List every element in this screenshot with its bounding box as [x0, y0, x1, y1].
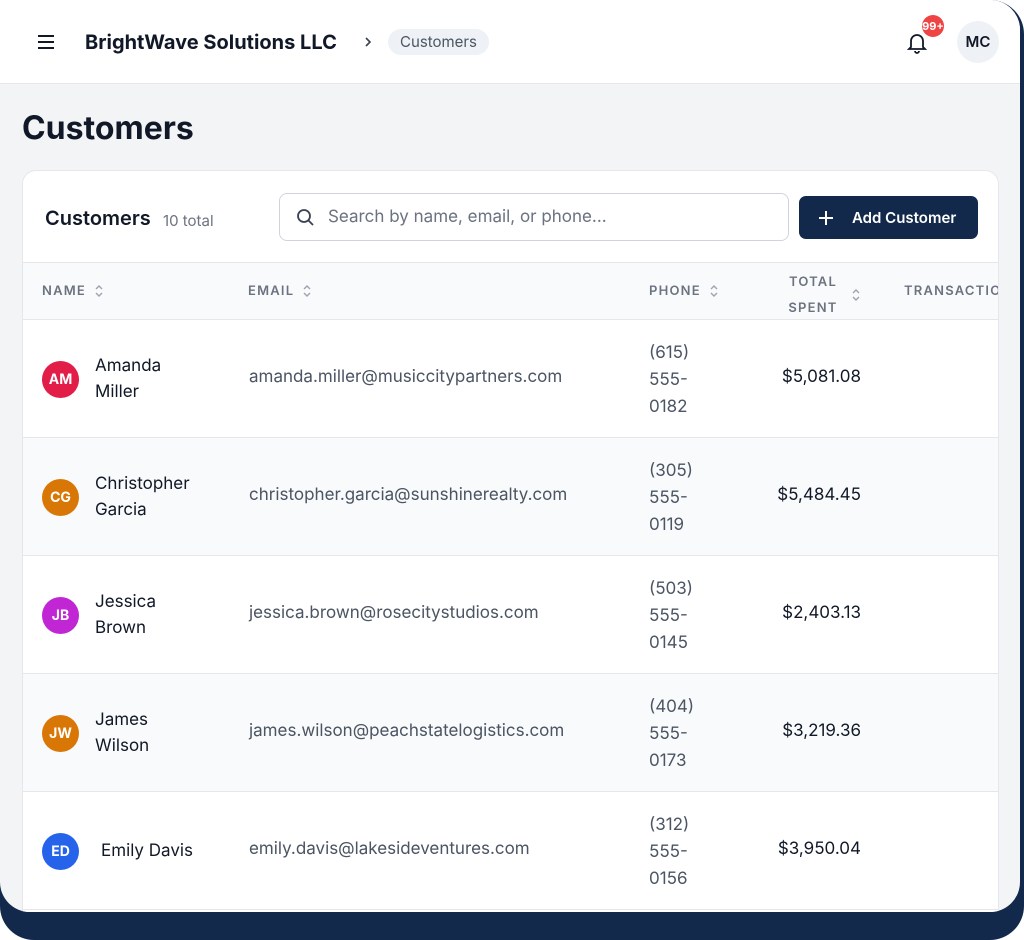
search-input[interactable]: Search by name, email, or phone... [279, 193, 789, 241]
page-title: Customers [22, 108, 194, 147]
customer-phone: (503) 555-0145 [649, 579, 693, 653]
column-header[interactable]: PHONE [649, 283, 719, 299]
customer-phone: (305) 555-0119 [649, 461, 693, 535]
search-placeholder: Search by name, email, or phone... [328, 207, 607, 227]
notification-bell[interactable] [906, 31, 928, 55]
sort-icon [303, 285, 311, 297]
customers-card: Customers 10 total Search by name, email… [22, 170, 999, 912]
customer-email: amanda.miller@musiccitypartners.com [249, 367, 563, 387]
table-header: NAME EMAIL PHONE TOTAL SPENT TRANSACTIONS [23, 262, 998, 321]
customer-avatar: JW [42, 715, 79, 752]
sort-icon [710, 285, 718, 297]
add-customer-button[interactable]: Add Customer [799, 196, 978, 239]
breadcrumb-separator [365, 37, 372, 47]
customer-phone: (615) 555-0182 [649, 343, 690, 417]
column-header-label: EMAIL [248, 283, 295, 299]
customer-count: 10 total [163, 211, 214, 230]
sort-icon [95, 285, 103, 297]
customer-name: Christopher Garcia [95, 474, 190, 520]
customer-name: Amanda Miller [95, 356, 162, 402]
customer-phone: (312) 555-0156 [649, 815, 690, 889]
menu-button[interactable] [36, 33, 56, 51]
column-header-label: PHONE [649, 283, 701, 299]
customer-email: christopher.garcia@sunshinerealty.com [249, 485, 568, 505]
customer-row[interactable]: AM Amanda Miller amanda.miller@musiccitypa… [23, 320, 998, 438]
search-icon [297, 209, 314, 226]
sort-icon [852, 289, 860, 301]
customer-row[interactable]: JW James Wilson james.wilson@peachstatelog… [23, 674, 998, 792]
top-bar: BrightWave Solutions LLC Customers 99+ M… [0, 0, 1020, 84]
customer-total-spent: $2,403.13 [782, 603, 861, 623]
customer-total-spent: $5,484.45 [777, 485, 861, 505]
column-header-label: NAME [42, 283, 86, 299]
add-customer-label: Add Customer [852, 208, 957, 227]
customer-total-spent: $3,950.04 [777, 839, 861, 859]
column-header-label: TRANSACTIONS [904, 283, 998, 299]
customer-total-spent: $3,219.36 [782, 721, 861, 741]
card-title: Customers [45, 206, 151, 230]
breadcrumb[interactable]: Customers [388, 29, 489, 55]
customer-row[interactable]: CG Christopher Garcia christopher.garcia@s… [23, 438, 998, 556]
customer-email: james.wilson@peachstatelogistics.com [249, 721, 565, 741]
customer-avatar: AM [42, 361, 79, 398]
column-header-label: TOTAL SPENT [788, 274, 838, 316]
screen: BrightWave Solutions LLC Customers 99+ M… [0, 0, 1020, 912]
customer-total-spent: $5,081.08 [781, 367, 861, 387]
user-avatar[interactable]: MC [957, 21, 999, 63]
column-header[interactable]: EMAIL [248, 283, 312, 299]
column-header[interactable]: TRANSACTIONS [904, 283, 998, 299]
customer-name: James Wilson [95, 710, 150, 756]
column-header[interactable]: TOTAL SPENT [783, 269, 861, 321]
customer-email: emily.davis@lakesideventures.com [249, 839, 530, 859]
customer-row[interactable]: ED Emily Davis emily.davis@lakesideventure… [23, 792, 998, 910]
customer-avatar: JB [42, 597, 79, 634]
customer-avatar: CG [42, 479, 79, 516]
customer-email: jessica.brown@rosecitystudios.com [249, 603, 539, 623]
customer-row[interactable]: JB Jessica Brown jessica.brown@rosecitystu… [23, 556, 998, 674]
customer-name: Emily Davis [101, 841, 193, 861]
customer-avatar: ED [42, 833, 79, 870]
plus-icon [819, 211, 833, 225]
notification-badge: 99+ [922, 15, 944, 37]
column-header[interactable]: NAME [42, 283, 104, 299]
customer-phone: (404) 555-0173 [649, 697, 695, 771]
company-name[interactable]: BrightWave Solutions LLC [85, 30, 337, 54]
customer-name: Jessica Brown [95, 592, 157, 638]
